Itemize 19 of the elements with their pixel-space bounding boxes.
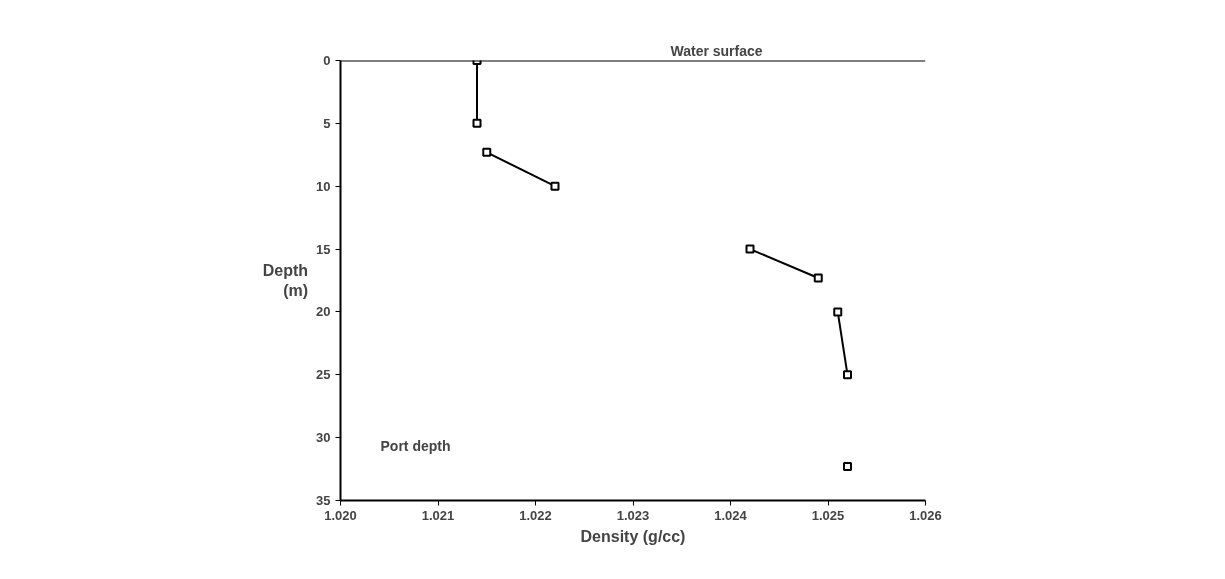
x-tick-label: 1.021 xyxy=(421,507,455,523)
y-tick-label: 20 xyxy=(316,304,331,320)
y-tick-label: 0 xyxy=(323,53,331,68)
x-axis-title: Density (g/cc) xyxy=(580,527,686,545)
y-tick-label: 15 xyxy=(316,241,331,257)
ref-line-label: Water surface xyxy=(670,42,763,59)
y-tick-label: 30 xyxy=(316,430,331,446)
y-tick-label: 35 xyxy=(316,493,331,508)
x-tick-label: 1.024 xyxy=(714,507,748,523)
y-tick-label: 5 xyxy=(323,115,331,131)
y-axis-title: Depth (m) xyxy=(262,261,309,300)
x-tick-label: 1.022 xyxy=(519,507,552,523)
x-tick-label: 1.026 xyxy=(909,507,942,523)
y-tick-label: 10 xyxy=(316,178,331,194)
x-tick-label: 1.020 xyxy=(324,507,357,523)
x-tick-label: 1.025 xyxy=(811,507,845,523)
annotation: Port depth xyxy=(380,437,451,454)
x-tick-label: 1.023 xyxy=(616,507,650,523)
y-tick-label: 25 xyxy=(316,367,331,383)
